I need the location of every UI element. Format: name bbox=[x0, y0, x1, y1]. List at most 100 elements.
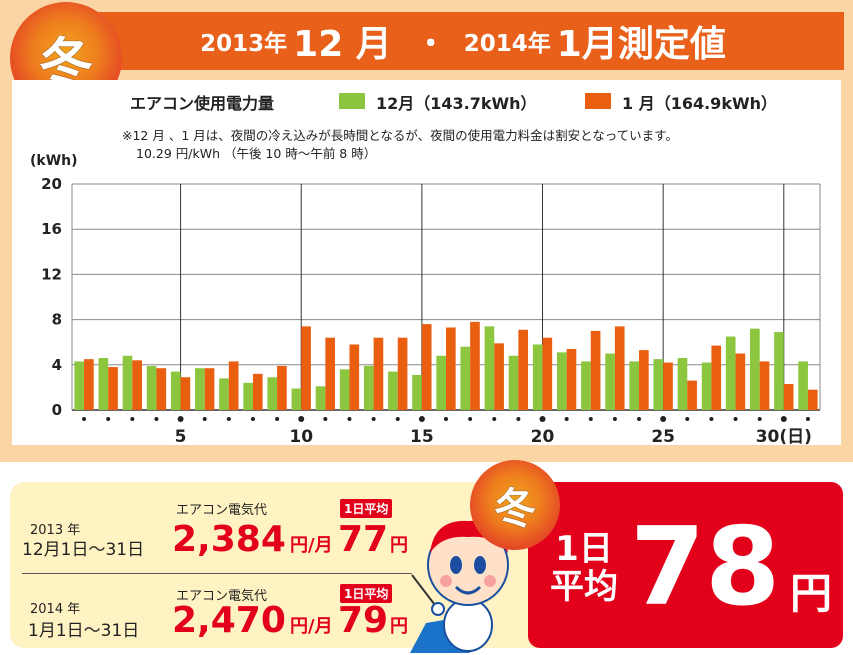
legend-label-dec: 12月（143.7kWh） bbox=[376, 94, 537, 113]
bar-1月-day-20 bbox=[542, 337, 553, 410]
bar-1月-day-26 bbox=[687, 380, 697, 410]
x-tick-dot bbox=[492, 417, 497, 421]
bar-1月-day-23 bbox=[614, 326, 625, 410]
bar-1月-day-15 bbox=[421, 324, 432, 410]
x-tick-dot bbox=[612, 417, 617, 421]
row1-cost-label: エアコン電気代 bbox=[176, 503, 268, 518]
bar-12月-day-28 bbox=[725, 336, 736, 410]
row1-range: 12月1日〜31日 bbox=[22, 540, 145, 560]
x-tick-dot bbox=[130, 417, 135, 421]
legend-title: エアコン使用電力量 bbox=[130, 94, 275, 113]
row2-avg-tag: 1日平均 bbox=[340, 584, 393, 603]
bar-1月-day-9 bbox=[277, 365, 287, 410]
bar-12月-day-7 bbox=[219, 378, 229, 410]
row2-avg-value: 79 bbox=[338, 600, 389, 641]
title-month-2: 1月測定値 bbox=[556, 24, 726, 65]
daily-average-label-line-2: 平均 bbox=[550, 567, 618, 607]
bar-12月-day-21 bbox=[556, 352, 567, 410]
bar-1月-day-22 bbox=[590, 330, 601, 410]
y-axis-label: (kWh) bbox=[30, 153, 78, 169]
x-tick-dot bbox=[588, 417, 593, 421]
bar-12月-day-12 bbox=[339, 369, 350, 410]
daily-average-label-line-1: 1日 bbox=[555, 529, 613, 569]
x-tick-dot bbox=[757, 417, 762, 421]
x-tick-dot bbox=[733, 417, 738, 421]
x-tick-dot bbox=[780, 416, 787, 422]
bar-1月-day-21 bbox=[566, 348, 577, 410]
x-tick-label: 30(日) bbox=[756, 427, 812, 447]
bar-12月-day-27 bbox=[701, 362, 712, 410]
bar-1月-day-19 bbox=[518, 329, 529, 410]
row2-year: 2014 年 bbox=[30, 602, 81, 617]
daily-average-value: 78 bbox=[630, 505, 781, 630]
bar-1月-day-13 bbox=[373, 337, 384, 410]
y-tick-label: 0 bbox=[52, 401, 62, 419]
bar-1月-day-10 bbox=[301, 326, 311, 410]
bar-12月-day-11 bbox=[315, 386, 326, 410]
bar-1月-day-27 bbox=[711, 345, 722, 410]
bar-12月-day-9 bbox=[267, 377, 278, 410]
legend-swatch-dec bbox=[339, 93, 365, 109]
bar-12月-day-14 bbox=[388, 371, 398, 410]
row2-range: 1月1日〜31日 bbox=[28, 621, 140, 641]
x-tick-dot bbox=[444, 417, 448, 421]
x-tick-label: 15 bbox=[410, 427, 434, 447]
header-bar: 2013年 12 月 ・ 2014年 1月測定値 bbox=[88, 12, 844, 70]
bar-12月-day-24 bbox=[629, 361, 640, 410]
x-tick-dot bbox=[323, 417, 328, 421]
title-year-2: 2014年 bbox=[463, 31, 551, 57]
row2-cost-unit: 円/月 bbox=[290, 616, 333, 637]
bar-1月-day-31 bbox=[807, 389, 818, 410]
title-month-1: 12 月 bbox=[293, 24, 392, 65]
bar-12月-day-16 bbox=[436, 355, 446, 410]
bar-1月-day-8 bbox=[252, 373, 263, 410]
bar-1月-day-18 bbox=[494, 343, 504, 410]
bar-12月-day-20 bbox=[532, 344, 543, 410]
summary-divider bbox=[22, 573, 412, 574]
row1-avg-tag: 1日平均 bbox=[340, 499, 393, 518]
bar-1月-day-14 bbox=[397, 337, 408, 410]
bar-12月-day-1 bbox=[74, 361, 85, 410]
daily-average-panel bbox=[528, 482, 843, 648]
bar-1月-day-25 bbox=[663, 362, 673, 410]
x-tick-label: 25 bbox=[651, 427, 675, 447]
note-line-1: ※12 月 、1 月は、夜間の冷え込みが長時間となるが、夜間の使用電力料金は割安… bbox=[122, 128, 678, 143]
bar-12月-day-10 bbox=[291, 388, 302, 410]
bar-1月-day-24 bbox=[639, 350, 649, 410]
bar-12月-day-6 bbox=[195, 368, 205, 410]
y-tick-label: 12 bbox=[41, 265, 62, 283]
x-tick-dot bbox=[202, 417, 207, 421]
row1-avg-value: 77 bbox=[338, 519, 389, 560]
bar-12月-day-26 bbox=[677, 358, 688, 410]
bar-12月-day-5 bbox=[170, 371, 181, 410]
bar-12月-day-13 bbox=[363, 365, 374, 410]
row2-cost: 2,470 bbox=[172, 600, 286, 641]
row2-cost-label: エアコン電気代 bbox=[176, 589, 268, 604]
note-line-2: 10.29 円/kWh （午後 10 時〜午前 8 時） bbox=[136, 146, 377, 161]
x-tick-dot bbox=[395, 417, 400, 421]
bar-1月-day-1 bbox=[84, 359, 94, 410]
legend-label-jan: 1 月（164.9kWh） bbox=[622, 94, 777, 113]
x-tick-label: 5 bbox=[175, 427, 187, 447]
bar-12月-day-29 bbox=[750, 328, 760, 410]
x-tick-dot bbox=[685, 417, 690, 421]
bar-12月-day-4 bbox=[146, 365, 157, 410]
mascot-illustration bbox=[410, 520, 509, 653]
bar-12月-day-8 bbox=[243, 382, 253, 410]
x-tick-dot bbox=[418, 416, 425, 422]
legend-swatch-jan bbox=[585, 93, 611, 109]
bar-1月-day-3 bbox=[132, 360, 142, 410]
y-tick-label: 4 bbox=[52, 356, 62, 374]
daily-average-unit: 円 bbox=[790, 569, 833, 618]
bar-1月-day-12 bbox=[349, 344, 360, 410]
page-title: 2013年 12 月 ・ 2014年 1月測定値 bbox=[88, 12, 844, 70]
x-tick-label: 20 bbox=[531, 427, 555, 447]
bar-12月-day-19 bbox=[508, 355, 519, 410]
title-separator: ・ bbox=[415, 27, 446, 62]
bar-1月-day-28 bbox=[735, 353, 746, 410]
x-tick-dot bbox=[660, 416, 667, 422]
bar-12月-day-30 bbox=[774, 332, 784, 410]
bar-12月-day-2 bbox=[98, 358, 109, 410]
x-tick-label: 10 bbox=[289, 427, 313, 447]
bar-12月-day-25 bbox=[653, 359, 664, 410]
